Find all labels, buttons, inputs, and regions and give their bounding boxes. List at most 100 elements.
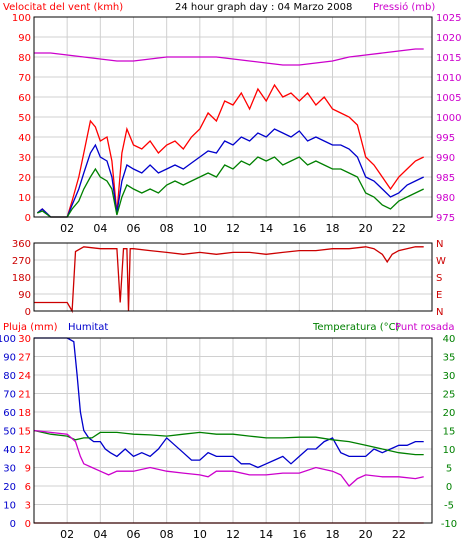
x-tick-label: 12 bbox=[226, 222, 240, 235]
compass-tick-label: S bbox=[436, 273, 442, 284]
humidity-axis-label: Humitat bbox=[68, 322, 108, 333]
chart-title: 24 hour graph day : 04 Marzo 2008 bbox=[175, 2, 352, 13]
humidity-tick-label: 90 bbox=[3, 353, 16, 364]
humidity-tick-label: 30 bbox=[3, 464, 16, 475]
wind-series-line-0 bbox=[36, 83, 424, 218]
temperature-tick-label: 35 bbox=[443, 353, 456, 364]
x-tick-label: 22 bbox=[392, 222, 406, 235]
temperature-axis-label: Temperatura (°C) bbox=[312, 322, 400, 333]
x-tick-label: 20 bbox=[359, 222, 373, 235]
humidity-tick-label: 80 bbox=[3, 371, 16, 382]
x-tick-label: 20 bbox=[359, 528, 373, 541]
pressure-tick-label: 985 bbox=[436, 173, 455, 184]
compass-tick-label: N bbox=[436, 307, 443, 318]
pressure-tick-label: 975 bbox=[436, 213, 455, 224]
humidity-series-line-0 bbox=[34, 337, 424, 469]
humidity-tick-label: 10 bbox=[3, 501, 16, 512]
wind-tick-label: 80 bbox=[18, 53, 31, 64]
direction-tick-label: 270 bbox=[12, 256, 31, 267]
humidity-tick-label: 20 bbox=[3, 482, 16, 493]
temperature-tick-label: 30 bbox=[443, 371, 456, 382]
pressure-tick-label: 995 bbox=[436, 133, 455, 144]
direction-tick-label: 90 bbox=[18, 290, 31, 301]
humidity-tick-label: 50 bbox=[3, 427, 16, 438]
rain-tick-label: 30 bbox=[18, 334, 31, 345]
temperature-tick-label: 5 bbox=[446, 464, 452, 475]
rain-axis-label: Pluja (mm) bbox=[3, 322, 58, 333]
wind-series-line-2 bbox=[37, 156, 424, 218]
temperature-tick-label: 0 bbox=[446, 482, 452, 493]
x-tick-label: 16 bbox=[292, 222, 306, 235]
wind-panel-frame bbox=[33, 16, 433, 218]
wind-tick-label: 10 bbox=[18, 193, 31, 204]
pressure-tick-label: 980 bbox=[436, 193, 455, 204]
rain-tick-label: 12 bbox=[18, 445, 31, 456]
humidity-tick-label: 70 bbox=[3, 390, 16, 401]
temperature-tick-label: 20 bbox=[443, 408, 456, 419]
rain-tick-label: 9 bbox=[25, 464, 31, 475]
rain-tick-label: 3 bbox=[25, 501, 31, 512]
temperature-tick-label: -10 bbox=[441, 519, 457, 530]
x-tick-label: 14 bbox=[259, 222, 273, 235]
pressure-tick-label: 1025 bbox=[436, 13, 461, 24]
compass-tick-label: N bbox=[436, 239, 443, 250]
humidity-series-line-2 bbox=[33, 429, 424, 487]
wind-tick-label: 70 bbox=[18, 73, 31, 84]
x-tick-label: 18 bbox=[326, 222, 340, 235]
pressure-tick-label: 1020 bbox=[436, 33, 461, 44]
humidity-tick-label: 40 bbox=[3, 445, 16, 456]
pressure-tick-label: 1010 bbox=[436, 73, 461, 84]
direction-tick-label: 180 bbox=[12, 273, 31, 284]
humidity-tick-label: 0 bbox=[10, 519, 16, 530]
x-tick-label: 06 bbox=[127, 222, 141, 235]
rain-tick-label: 15 bbox=[18, 427, 31, 438]
wind-tick-label: 50 bbox=[18, 113, 31, 124]
wind-tick-label: 20 bbox=[18, 173, 31, 184]
x-tick-label: 18 bbox=[326, 528, 340, 541]
wind-tick-label: 90 bbox=[18, 33, 31, 44]
wind-tick-label: 30 bbox=[18, 153, 31, 164]
x-tick-label: 10 bbox=[193, 222, 207, 235]
humidity-series-line-1 bbox=[33, 429, 424, 456]
wind-tick-label: 0 bbox=[25, 213, 31, 224]
x-tick-label: 22 bbox=[392, 528, 406, 541]
pressure-tick-label: 1000 bbox=[436, 113, 461, 124]
humidity-grid bbox=[34, 337, 432, 524]
humidity-tick-label: 60 bbox=[3, 408, 16, 419]
temperature-tick-label: 10 bbox=[443, 445, 456, 456]
wind-tick-label: 60 bbox=[18, 93, 31, 104]
wind-tick-label: 100 bbox=[12, 13, 31, 24]
temperature-tick-label: 25 bbox=[443, 390, 456, 401]
rain-tick-label: 6 bbox=[25, 482, 31, 493]
x-tick-label: 12 bbox=[226, 528, 240, 541]
wind-tick-label: 40 bbox=[18, 133, 31, 144]
dewpoint-axis-label: Punt rosada bbox=[395, 322, 454, 333]
direction-tick-label: 360 bbox=[12, 239, 31, 250]
rain-tick-label: 24 bbox=[18, 371, 31, 382]
temperature-tick-label: 40 bbox=[443, 334, 456, 345]
direction-grid bbox=[34, 242, 432, 312]
rain-tick-label: 18 bbox=[18, 408, 31, 419]
pressure-tick-label: 990 bbox=[436, 153, 455, 164]
x-tick-label: 14 bbox=[259, 528, 273, 541]
x-tick-label: 02 bbox=[60, 222, 74, 235]
wind-series-line-3 bbox=[34, 48, 424, 66]
pressure-tick-label: 1015 bbox=[436, 53, 461, 64]
x-tick-label: 02 bbox=[60, 528, 74, 541]
wind-series-line-1 bbox=[36, 128, 424, 218]
pressure-axis-label: Pressió (mb) bbox=[373, 1, 435, 13]
x-tick-label: 06 bbox=[127, 528, 141, 541]
humidity-panel-frame bbox=[33, 337, 433, 524]
rain-tick-label: 21 bbox=[18, 390, 31, 401]
direction-panel-frame bbox=[33, 242, 433, 312]
temperature-tick-label: 15 bbox=[443, 427, 456, 438]
direction-series-line-0 bbox=[34, 246, 424, 314]
rain-tick-label: 27 bbox=[18, 353, 31, 364]
direction-tick-label: 0 bbox=[25, 307, 31, 318]
pressure-tick-label: 1005 bbox=[436, 93, 461, 104]
x-tick-label: 08 bbox=[160, 528, 174, 541]
x-tick-label: 08 bbox=[160, 222, 174, 235]
temperature-tick-label: -5 bbox=[444, 501, 454, 512]
